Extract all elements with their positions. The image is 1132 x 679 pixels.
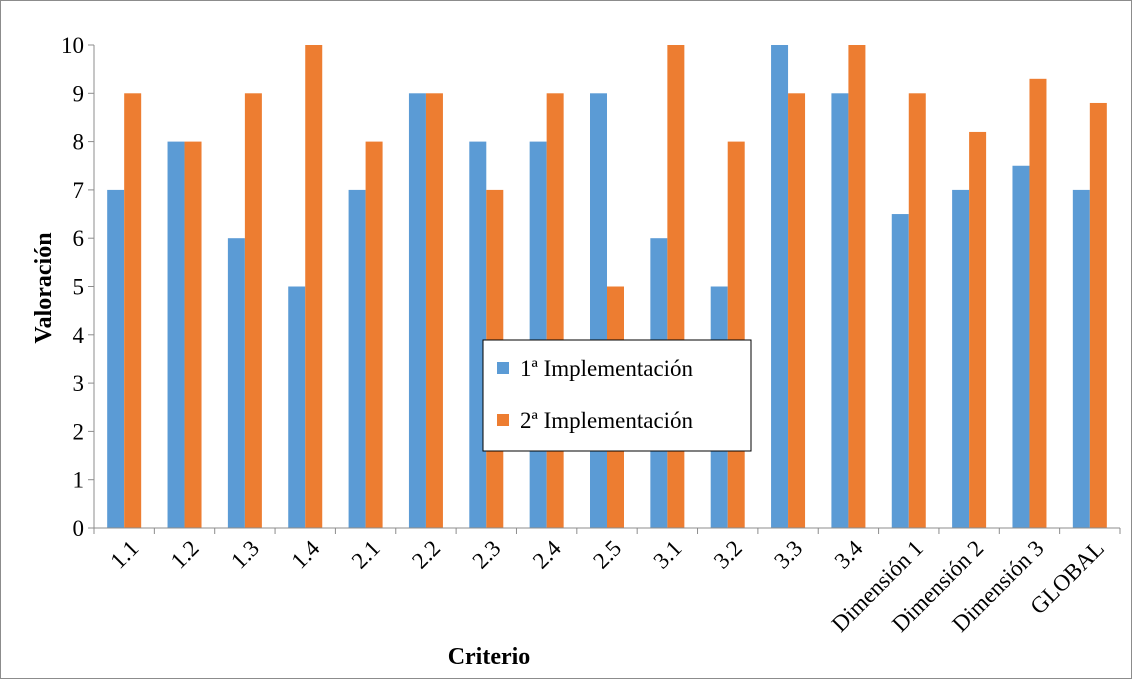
legend-swatch-series-1 bbox=[497, 362, 509, 374]
bars-layer bbox=[107, 45, 1107, 529]
x-tick-label: 3.1 bbox=[649, 536, 687, 574]
bar-series-2-1-3 bbox=[244, 93, 262, 529]
bar-series-2-2-1 bbox=[365, 141, 383, 528]
bar-series-1-3-3 bbox=[771, 45, 789, 528]
bar-series-2-3-4 bbox=[848, 45, 866, 528]
x-axis-title: Criterio bbox=[448, 644, 531, 670]
x-tick-label: 2.5 bbox=[588, 536, 626, 574]
y-tick-label: 9 bbox=[73, 81, 85, 106]
x-tick-label: 2.3 bbox=[467, 536, 505, 574]
x-tick-label: 2.2 bbox=[407, 536, 445, 574]
bar-series-2-3-2 bbox=[727, 141, 745, 528]
y-tick-label: 2 bbox=[73, 419, 85, 444]
x-tick-labels: 1.1 1.2 1.3 1.4 2.1 2.2 2.3 2.4 2.5 3.1 3.2 3.3 3.4D… bbox=[105, 535, 1109, 637]
bar-series-1-global bbox=[1072, 189, 1090, 528]
bar-series-2-3-3 bbox=[788, 93, 806, 529]
x-tick-label: 1.1 bbox=[105, 536, 143, 574]
axes-layer bbox=[88, 44, 1121, 534]
bar-series-1-2-3 bbox=[469, 141, 487, 528]
y-tick-label: 1 bbox=[73, 468, 85, 493]
x-tick-label: 3.4 bbox=[830, 535, 868, 573]
x-tick-label: 3.2 bbox=[709, 536, 747, 574]
bar-series-1-2-5 bbox=[590, 93, 607, 529]
y-axis-title: Valoración bbox=[31, 232, 57, 343]
bar-series-1-dimensión-3 bbox=[1012, 165, 1030, 528]
bar-series-2-3-1 bbox=[667, 45, 685, 528]
x-tick-label: 2.4 bbox=[528, 535, 566, 573]
bar-series-1-3-4 bbox=[831, 93, 849, 529]
x-tick-label: 1.3 bbox=[226, 536, 264, 574]
bar-series-1-dimensión-2 bbox=[952, 189, 970, 528]
bar-series-1-2-1 bbox=[348, 189, 366, 528]
x-tick-label: 1.4 bbox=[286, 535, 324, 573]
y-tick-label: 7 bbox=[73, 178, 85, 203]
bar-series-1-2-2 bbox=[408, 93, 426, 529]
bar-series-2-dimensión-3 bbox=[1029, 78, 1047, 528]
bar-series-2-1-4 bbox=[305, 45, 323, 528]
y-tick-label: 10 bbox=[61, 33, 84, 58]
y-tick-label: 6 bbox=[73, 226, 85, 251]
bar-series-1-1-4 bbox=[288, 286, 306, 528]
y-tick-label: 4 bbox=[73, 323, 85, 348]
bar-series-2-dimensión-2 bbox=[969, 131, 987, 528]
bar-series-1-1-3 bbox=[227, 238, 245, 528]
y-tick-label: 3 bbox=[73, 371, 85, 396]
y-tick-label: 5 bbox=[73, 275, 85, 300]
y-tick-label: 8 bbox=[73, 130, 85, 155]
bar-series-2-2-4 bbox=[546, 93, 564, 529]
bar-series-2-dimensión-1 bbox=[908, 93, 926, 529]
bar-series-1-dimensión-1 bbox=[891, 214, 909, 529]
legend-label-series-2: 2ª Implementación bbox=[520, 408, 694, 433]
x-tick-label: 3.3 bbox=[769, 536, 807, 574]
legend-box bbox=[482, 339, 752, 452]
bar-series-1-1-2 bbox=[167, 141, 185, 528]
x-tick-label: 2.1 bbox=[347, 536, 385, 574]
legend-swatch-series-2 bbox=[497, 414, 509, 426]
bar-series-1-2-4 bbox=[529, 141, 547, 528]
bar-series-1-1-1 bbox=[107, 189, 125, 528]
bar-series-2-1-1 bbox=[124, 93, 142, 529]
bar-series-2-1-2 bbox=[184, 141, 202, 528]
bar-series-2-global bbox=[1089, 102, 1107, 529]
legend-label-series-1: 1ª Implementación bbox=[520, 356, 694, 381]
legend: 1ª Implementación 2ª Implementación bbox=[482, 339, 752, 452]
bar-series-2-2-2 bbox=[425, 93, 443, 529]
x-tick-label: 1.2 bbox=[166, 536, 204, 574]
y-tick-labels: 0 1 2 3 4 5 6 7 8 9 10 bbox=[61, 33, 85, 541]
y-tick-label: 0 bbox=[73, 516, 85, 541]
